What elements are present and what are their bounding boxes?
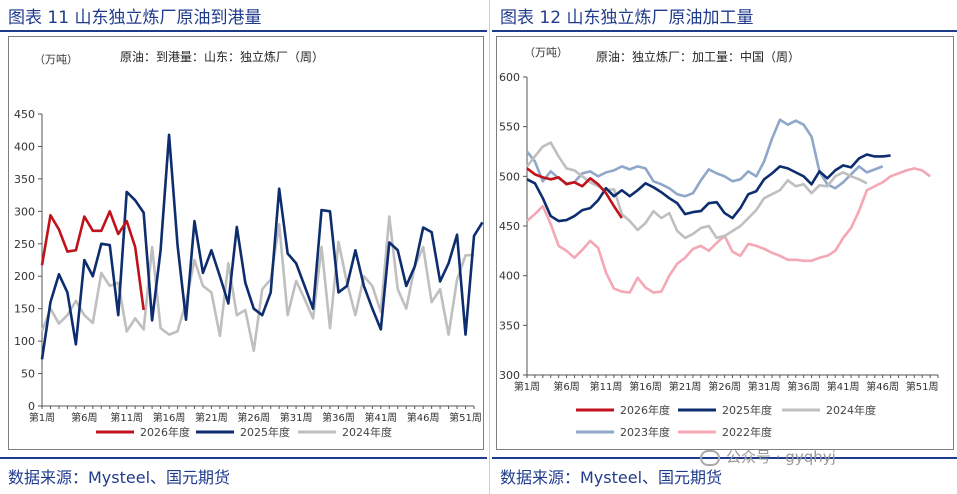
figure-title-right: 图表 12 山东独立炼厂原油加工量 bbox=[500, 8, 754, 28]
y-unit-label: （万吨） bbox=[524, 46, 568, 59]
plot-frame-left bbox=[8, 36, 484, 450]
legend-label: 2024年度 bbox=[826, 403, 876, 417]
x-tick-label: 第1周 bbox=[29, 411, 55, 424]
source-left: 数据来源：Mysteel、国元期货 bbox=[8, 468, 231, 487]
y-tick-label: 50 bbox=[21, 368, 35, 381]
x-tick-label: 第16周 bbox=[153, 411, 186, 424]
series-line-2025年度 bbox=[526, 153, 891, 223]
y-tick-label: 400 bbox=[14, 140, 35, 153]
right-panel: 图表 12 山东独立炼厂原油加工量 原油：独立炼厂：加工量：中国（周） （万吨） 3… bbox=[492, 0, 957, 494]
y-tick-label: 350 bbox=[14, 173, 35, 186]
source-rule-right bbox=[492, 457, 957, 459]
legend-label: 2022年度 bbox=[722, 425, 772, 439]
x-tick-label: 第26周 bbox=[708, 380, 741, 393]
watermark-text: 公众号 · gyqhyj bbox=[726, 448, 836, 466]
legend-label: 2023年度 bbox=[620, 425, 670, 439]
y-tick-label: 200 bbox=[14, 270, 35, 283]
legend-label: 2026年度 bbox=[620, 403, 670, 417]
y-tick-label: 400 bbox=[499, 270, 520, 283]
series-line-2023年度 bbox=[525, 118, 884, 198]
series-line-2024年度 bbox=[525, 141, 868, 240]
x-tick-label: 第51周 bbox=[449, 411, 482, 424]
series-line-2024年度 bbox=[40, 215, 475, 353]
legend-label: 2026年度 bbox=[140, 425, 190, 439]
source-right: 数据来源：Mysteel、国元期货 bbox=[500, 468, 723, 487]
legend-label: 2024年度 bbox=[342, 425, 392, 439]
wechat-watermark: 公众号 · gyqhyj bbox=[700, 446, 836, 467]
chart-title: 原油：独立炼厂：加工量：中国（周） bbox=[596, 49, 800, 64]
x-tick-label: 第26周 bbox=[237, 411, 270, 424]
plot-frame-right bbox=[496, 36, 954, 450]
y-tick-label: 600 bbox=[499, 71, 520, 84]
x-tick-label: 第21周 bbox=[195, 411, 228, 424]
series-line-2025年度 bbox=[40, 133, 484, 360]
y-tick-label: 250 bbox=[14, 238, 35, 251]
x-tick-label: 第21周 bbox=[669, 380, 702, 393]
legend-label: 2025年度 bbox=[722, 403, 772, 417]
x-tick-label: 第51周 bbox=[906, 380, 939, 393]
chart-right: 原油：独立炼厂：加工量：中国（周） （万吨） 300 350 400 450 500 550 6… bbox=[499, 46, 939, 439]
y-tick-label: 450 bbox=[499, 220, 520, 233]
x-tick-label: 第36周 bbox=[787, 380, 820, 393]
x-tick-label: 第11周 bbox=[110, 411, 143, 424]
y-tick-label: 500 bbox=[499, 170, 520, 183]
x-tick-label: 第6周 bbox=[71, 411, 97, 424]
y-tick-label: 450 bbox=[14, 108, 35, 121]
figure-title-left: 图表 11 山东独立炼厂原油到港量 bbox=[8, 8, 262, 28]
x-tick-label: 第41周 bbox=[364, 411, 397, 424]
x-tick-label: 第46周 bbox=[866, 380, 899, 393]
chart-left: 原油：到港量：山东：独立炼厂（周） （万吨） 0 50 100 150 200 250 300 3… bbox=[14, 49, 484, 439]
x-tick-label: 第36周 bbox=[322, 411, 355, 424]
y-tick-label: 550 bbox=[499, 121, 520, 134]
y-tick-label: 0 bbox=[28, 400, 35, 413]
x-tick-label: 第6周 bbox=[553, 380, 579, 393]
x-tick-label: 第16周 bbox=[629, 380, 662, 393]
x-tick-label: 第1周 bbox=[514, 380, 540, 393]
y-tick-label: 350 bbox=[499, 319, 520, 332]
series-line-2026年度 bbox=[526, 167, 623, 219]
y-tick-label: 300 bbox=[14, 205, 35, 218]
title-rule-left bbox=[0, 30, 487, 32]
y-tick-label: 300 bbox=[499, 369, 520, 382]
x-tick-label: 第46周 bbox=[407, 411, 440, 424]
x-tick-label: 第11周 bbox=[590, 380, 623, 393]
x-tick-label: 第31周 bbox=[280, 411, 313, 424]
x-tick-label: 第41周 bbox=[827, 380, 860, 393]
x-tick-label: 第31周 bbox=[748, 380, 781, 393]
left-panel: 图表 11 山东独立炼厂原油到港量 原油：到港量：山东：独立炼厂（周） （万吨） 0… bbox=[0, 8, 487, 487]
y-tick-label: 150 bbox=[14, 303, 35, 316]
y-tick-label: 100 bbox=[14, 335, 35, 348]
legend-label: 2025年度 bbox=[240, 425, 290, 439]
chart-title: 原油：到港量：山东：独立炼厂（周） bbox=[120, 49, 324, 64]
y-unit-label: （万吨） bbox=[34, 53, 78, 66]
source-rule-left bbox=[0, 457, 487, 459]
panel-divider bbox=[489, 0, 490, 494]
wechat-icon bbox=[700, 449, 720, 466]
series-line-2026年度 bbox=[40, 210, 145, 311]
series-line-2022年度 bbox=[526, 167, 931, 294]
title-rule-right bbox=[492, 30, 957, 32]
